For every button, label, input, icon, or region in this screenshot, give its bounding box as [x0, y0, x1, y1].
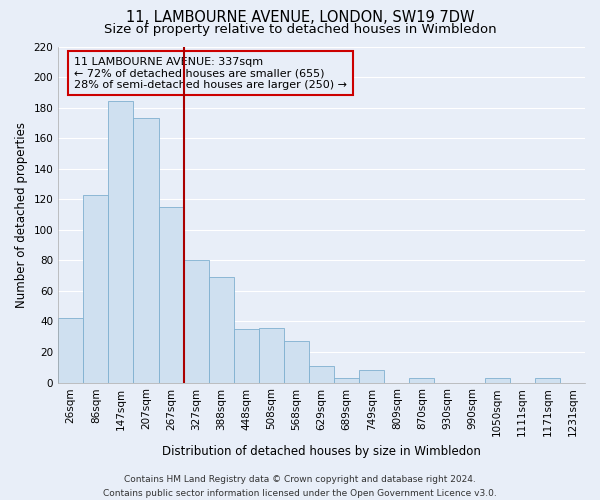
Y-axis label: Number of detached properties: Number of detached properties	[15, 122, 28, 308]
Bar	[109, 102, 133, 382]
Text: 11, LAMBOURNE AVENUE, LONDON, SW19 7DW: 11, LAMBOURNE AVENUE, LONDON, SW19 7DW	[126, 10, 474, 25]
Text: Size of property relative to detached houses in Wimbledon: Size of property relative to detached ho…	[104, 22, 496, 36]
Bar	[259, 328, 284, 382]
Bar	[334, 378, 359, 382]
Bar	[158, 207, 184, 382]
Bar	[234, 329, 259, 382]
Bar	[83, 194, 109, 382]
Bar	[284, 342, 309, 382]
Bar	[58, 318, 83, 382]
X-axis label: Distribution of detached houses by size in Wimbledon: Distribution of detached houses by size …	[162, 444, 481, 458]
Bar	[184, 260, 209, 382]
Text: 11 LAMBOURNE AVENUE: 337sqm
← 72% of detached houses are smaller (655)
28% of se: 11 LAMBOURNE AVENUE: 337sqm ← 72% of det…	[74, 56, 347, 90]
Bar	[409, 378, 434, 382]
Bar	[133, 118, 158, 382]
Bar	[309, 366, 334, 382]
Bar	[485, 378, 510, 382]
Bar	[359, 370, 385, 382]
Bar	[535, 378, 560, 382]
Bar	[209, 277, 234, 382]
Text: Contains HM Land Registry data © Crown copyright and database right 2024.
Contai: Contains HM Land Registry data © Crown c…	[103, 476, 497, 498]
